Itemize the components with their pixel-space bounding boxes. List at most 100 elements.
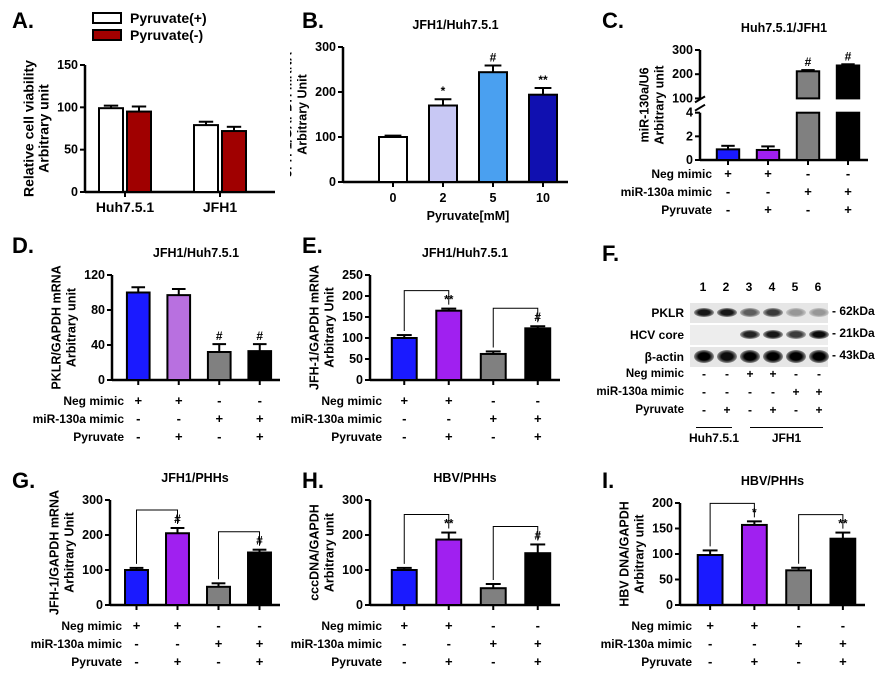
bar [829,537,857,606]
y-tick-label: 50 [349,352,363,366]
bar [428,104,458,183]
y-tick-label: 80 [91,303,105,317]
condition-sign: - [794,367,798,381]
condition-sign: - [726,184,730,199]
condition-sign: + [534,429,542,444]
condition-label: Pyruvate [661,203,712,217]
bar [378,136,408,183]
condition-label: Neg mimic [631,619,692,633]
chart-e: E. JFH1/Huh7.5.1 JFH-1/GAPDH mRNA Arbitrary… [291,233,560,444]
condition-label: Neg mimic [651,167,712,181]
condition-label: miR-130a mimic [596,386,684,398]
condition-sign: - [846,166,850,181]
condition-label: Pyruvate [331,655,382,669]
condition-label: Pyruvate [635,404,684,416]
condition-label: miR-130a mimic [33,412,125,426]
condition-sign: + [723,403,731,417]
significance-mark: ** [444,293,454,307]
y-tick-label: 0 [356,598,363,612]
condition-sign: + [174,654,182,669]
panel-letter: G. [12,468,35,493]
y-axis-label-line: cccDNA/GAPDH [308,504,322,601]
bar [126,110,152,193]
y-tick-label: 300 [315,40,336,54]
y-tick-label: 100 [672,91,693,105]
condition-sign: - [766,184,770,199]
y-tick-label: 100 [652,547,673,561]
bar [435,538,463,606]
panel-letter: F. [602,241,620,266]
condition-sign: - [536,618,540,633]
condition-sign: + [839,636,847,651]
protein-band [763,330,783,339]
condition-sign: - [771,385,775,399]
comparison-bracket [492,307,539,348]
y-axis-label-line: Arbitrary unit [323,512,337,592]
bar [206,585,231,607]
condition-sign: - [702,403,706,417]
condition-sign: + [804,184,812,199]
condition-label: miR-130a mimic [601,637,693,651]
bar [715,148,741,161]
condition-sign: + [844,184,852,199]
y-axis-label-line: JFH-1/GAPDH mRNA [290,52,295,177]
condition-label: Pyruvate [71,655,122,669]
protein-band [740,330,760,339]
condition-sign: - [491,654,495,669]
condition-label: Neg mimic [321,394,382,408]
y-tick-label: 200 [342,289,363,303]
y-tick-label: 200 [672,67,693,81]
legend-swatch [92,29,122,41]
blot-row-label: HCV core [629,328,684,342]
comparison-bracket [798,514,844,564]
bar [435,309,463,381]
chart-title: HBV/PHHs [741,474,804,488]
y-axis-label: miR-130a/U6 Arbitrary unit [638,65,667,145]
y-tick-label: 0 [96,598,103,612]
panel-f-western-blot: F. 1 2 3 4 5 6 PKLR - 62kDa HCV core - 21kDa β-acti… [590,225,884,460]
x-tick-label: 5 [490,191,497,205]
y-tick-label: 0 [356,373,363,387]
chart-title: JFH1/PHHs [161,471,228,485]
group-underline [696,427,732,428]
x-tick-label: 2 [440,191,447,205]
condition-sign: + [751,654,759,669]
protein-band [763,350,783,363]
condition-sign: - [447,411,451,426]
condition-sign: + [489,411,497,426]
chart-i: I. HBV/PHHs HBV DNA/GAPDH Arbitrary unit 0 50… [601,468,865,669]
protein-band [740,350,760,363]
condition-sign: + [400,618,408,633]
condition-sign: - [491,393,495,408]
condition-sign: + [534,636,542,651]
condition-sign: - [702,367,706,381]
bar [247,551,272,606]
chart-b: B. JFH1/Huh7.5.1 JFH-1/GAPDH mRNAArbitrary… [281,8,568,223]
y-tick-label: 300 [82,493,103,507]
y-tick-label: 200 [315,85,336,99]
protein-band [809,350,829,363]
condition-sign: - [806,166,810,181]
blot-strip-0 [690,303,829,323]
condition-sign: + [792,385,800,399]
y-tick-label: 0 [666,598,673,612]
lane-number: 3 [745,280,753,294]
significance-mark: ** [444,517,454,531]
condition-sign: - [175,636,179,651]
condition-sign: - [402,636,406,651]
panel-h: H. HBV/PHHs cccDNA/GAPDH Arbitrary unit 0 100… [290,460,584,682]
x-tick-label: 10 [536,191,550,205]
panel-a: A. Relative cell viability Arbitrary unit 0… [0,0,294,235]
bar [390,569,418,606]
y-axis-label-line: JFH-1/GAPDH mRNA [308,265,322,390]
condition-sign: - [796,654,800,669]
y-axis-label-line: Arbitrary unit [633,514,647,594]
panel-b: B. JFH1/Huh7.5.1 JFH-1/GAPDH mRNA Arbitrary… [281,0,584,235]
condition-sign: + [724,166,732,181]
condition-sign: + [445,618,453,633]
panel-letter: I. [602,468,614,493]
bar [696,554,724,606]
condition-label: Pyruvate [331,430,382,444]
